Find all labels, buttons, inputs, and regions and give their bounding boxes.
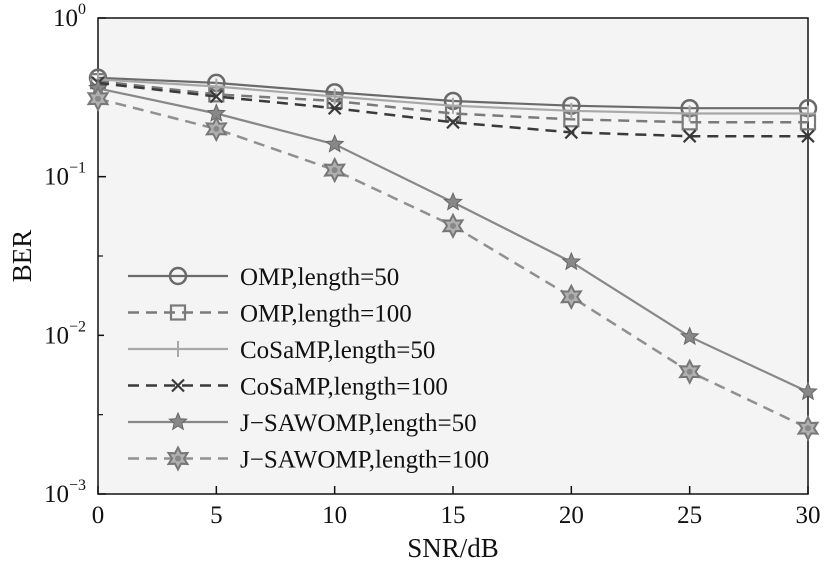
data-point-star bbox=[561, 251, 582, 271]
data-point-plus bbox=[208, 78, 225, 95]
data-point-hexstar-core bbox=[686, 368, 693, 375]
legend-entry-5: J−SAWOMP,length=50 bbox=[128, 410, 477, 437]
data-point-star bbox=[798, 381, 818, 401]
x-tick-label: 20 bbox=[559, 502, 584, 529]
legend-entry-2: OMP,length=100 bbox=[128, 301, 412, 328]
y-axis-ticks: 100 10−1 10−2 10−3 bbox=[44, 1, 106, 508]
legend-entry-4: CoSaMP,length=100 bbox=[128, 374, 448, 401]
x-tick-label: 25 bbox=[677, 502, 702, 529]
legend-label: OMP,length=50 bbox=[240, 264, 399, 291]
data-point-star bbox=[168, 411, 188, 431]
data-point-x bbox=[564, 125, 579, 140]
data-point-x bbox=[171, 378, 185, 393]
series-layer bbox=[86, 68, 820, 442]
data-point-plus bbox=[563, 102, 580, 119]
y-tick-label: 100 bbox=[53, 1, 86, 32]
data-point-plus bbox=[681, 105, 698, 122]
y-tick-label: 10−2 bbox=[44, 318, 86, 349]
data-point-x bbox=[682, 129, 697, 143]
x-tick-label: 15 bbox=[441, 502, 466, 529]
legend-label: OMP,length=100 bbox=[240, 301, 412, 328]
data-point-star bbox=[324, 133, 345, 153]
legend-background bbox=[104, 256, 488, 476]
data-point-circle bbox=[168, 266, 188, 286]
legend-label: J−SAWOMP,length=100 bbox=[240, 447, 489, 474]
data-point-hexstar-core bbox=[331, 167, 338, 174]
data-point-plus bbox=[445, 97, 461, 114]
y-axis-title: BER bbox=[7, 230, 37, 283]
x-tick-label: 0 bbox=[92, 502, 105, 529]
data-point-hexstar-core bbox=[805, 425, 811, 432]
legend-label: J−SAWOMP,length=50 bbox=[240, 410, 477, 437]
y-tick-label: 10−3 bbox=[44, 477, 86, 508]
legend-entry-6: J−SAWOMP,length=100 bbox=[128, 445, 489, 474]
data-point-hexstar-core bbox=[568, 293, 575, 300]
x-axis-ticks: 0 5 10 15 20 25 30 bbox=[92, 486, 821, 529]
data-point-star bbox=[679, 326, 700, 346]
data-point-hexstar-core bbox=[175, 455, 181, 462]
legend: OMP,length=50 OMP,length=100 CoSaMP,length… bbox=[104, 256, 489, 476]
y-tick-label: 10−1 bbox=[44, 160, 86, 191]
data-point-square bbox=[169, 304, 187, 321]
x-tick-label: 10 bbox=[322, 502, 347, 529]
series-6 bbox=[86, 85, 820, 442]
data-point-hexstar-core bbox=[213, 125, 220, 132]
data-point-x bbox=[446, 115, 460, 130]
data-point-hexstar-core bbox=[95, 95, 101, 102]
legend-label: CoSaMP,length=100 bbox=[240, 374, 448, 401]
data-point-plus bbox=[326, 88, 343, 105]
data-point-plus bbox=[800, 105, 816, 122]
series-3 bbox=[90, 71, 816, 122]
data-point-plus bbox=[170, 341, 186, 357]
x-tick-label: 5 bbox=[210, 502, 223, 529]
data-point-x bbox=[209, 89, 224, 104]
legend-entry-3: CoSaMP,length=50 bbox=[128, 337, 435, 364]
x-tick-label: 30 bbox=[796, 502, 821, 529]
x-axis-title: SNR/dB bbox=[407, 533, 499, 563]
data-point-hexstar-core bbox=[450, 222, 456, 229]
data-point-star bbox=[443, 191, 463, 211]
legend-entry-1: OMP,length=50 bbox=[128, 264, 399, 291]
legend-label: CoSaMP,length=50 bbox=[240, 337, 435, 364]
data-point-x bbox=[327, 101, 342, 116]
data-point-x bbox=[801, 129, 815, 143]
